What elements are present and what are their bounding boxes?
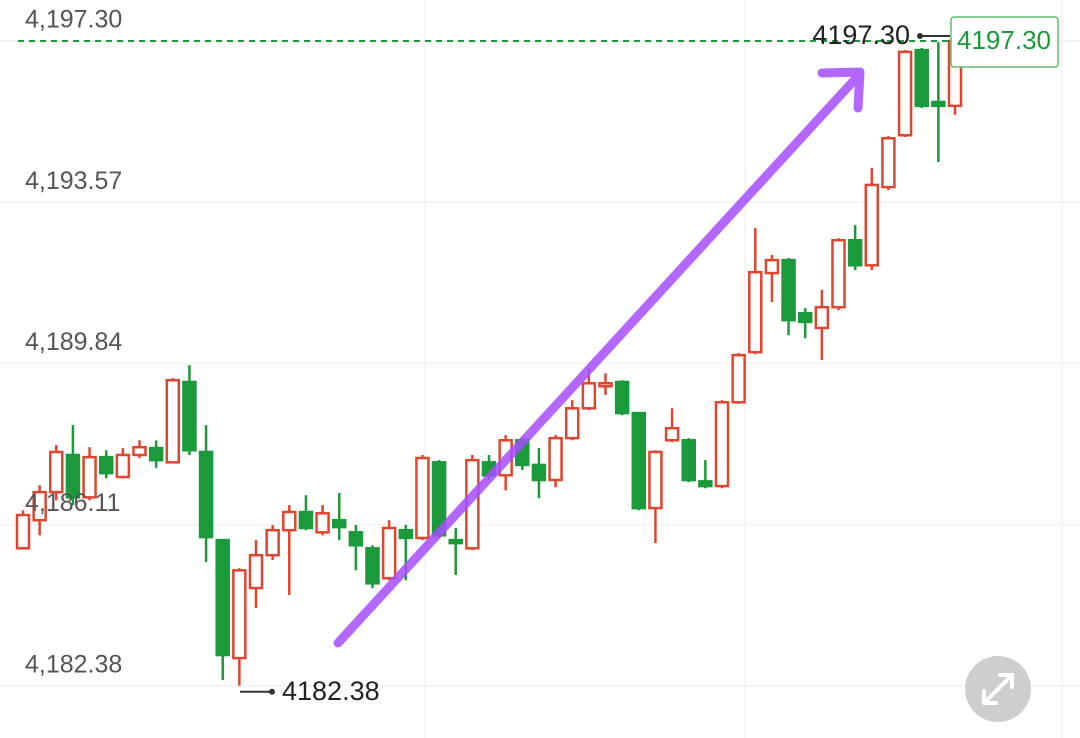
- low-marker-label: 4182.38: [282, 676, 380, 706]
- last-price-badge: [950, 16, 1059, 68]
- candle-body: [298, 510, 314, 530]
- candle-body: [781, 258, 796, 322]
- candle-body: [282, 510, 297, 532]
- labels: 4,197.30 4,193.57 4,189.84 4,186.11 4,182.38…: [18, 6, 1059, 706]
- candle-body: [198, 450, 214, 539]
- candle-body: [814, 305, 830, 330]
- high-marker-label: 4197.30: [812, 20, 910, 50]
- candle-body: [897, 50, 913, 137]
- candle-body: [98, 455, 114, 475]
- candle-body: [648, 450, 663, 510]
- candle-body: [797, 312, 813, 324]
- y-tick-label: 4,189.84: [25, 328, 122, 356]
- high-marker-dot: [917, 33, 923, 40]
- candle-body: [764, 258, 780, 275]
- candle-body: [681, 439, 696, 482]
- candle-body: [182, 380, 197, 452]
- last-price-label: 4197.30: [957, 25, 1051, 55]
- candle-body: [215, 538, 230, 657]
- candle-body: [748, 270, 763, 354]
- candle-body: [232, 569, 247, 660]
- candle-body: [864, 183, 880, 267]
- candle-body: [564, 407, 580, 440]
- expand-button[interactable]: [965, 656, 1031, 722]
- candle-body: [398, 528, 414, 540]
- candle-body: [631, 411, 647, 510]
- candle-body: [148, 446, 164, 462]
- candle-body: [664, 426, 680, 442]
- candle-body: [548, 436, 563, 482]
- arrow-shaft: [333, 71, 863, 648]
- candle-body: [714, 401, 730, 488]
- candle-body: [581, 382, 597, 410]
- candle-body: [348, 531, 364, 547]
- candle-body: [731, 353, 746, 404]
- candle-body: [831, 238, 846, 309]
- candle-body: [415, 456, 430, 540]
- candle-body: [15, 513, 31, 550]
- y-tick-label: 4,197.30: [25, 6, 122, 34]
- grid: [0, 40, 1080, 687]
- candle-body: [331, 518, 347, 529]
- y-tick-label: 4,186.11: [25, 489, 120, 517]
- y-tick-label: 4,182.38: [25, 650, 122, 678]
- candle-body: [448, 538, 463, 545]
- candle-body: [614, 380, 630, 415]
- y-tick-label: 4,193.57: [25, 167, 122, 195]
- candle-body: [381, 526, 397, 580]
- trend-arrow: [333, 67, 865, 648]
- candle-body: [365, 547, 380, 585]
- candle-body: [248, 553, 264, 590]
- candle-body: [531, 463, 547, 482]
- candle-body: [49, 450, 64, 494]
- low-marker-dot: [269, 688, 275, 695]
- candle-body: [881, 137, 896, 189]
- candle-body: [82, 455, 97, 499]
- candle-body: [165, 378, 181, 464]
- arrow-head: [817, 67, 865, 113]
- candle-body: [315, 512, 330, 534]
- candle-body: [931, 100, 946, 108]
- candle-body: [598, 382, 613, 388]
- candle-body: [847, 238, 863, 267]
- candle-body: [115, 453, 131, 479]
- candle-body: [698, 480, 713, 488]
- candle-body: [32, 490, 47, 522]
- candle-body: [65, 453, 81, 499]
- candle-body: [914, 48, 929, 108]
- candle-body: [132, 445, 147, 457]
- candle-body: [265, 528, 280, 557]
- expand-icon[interactable]: [982, 673, 1014, 705]
